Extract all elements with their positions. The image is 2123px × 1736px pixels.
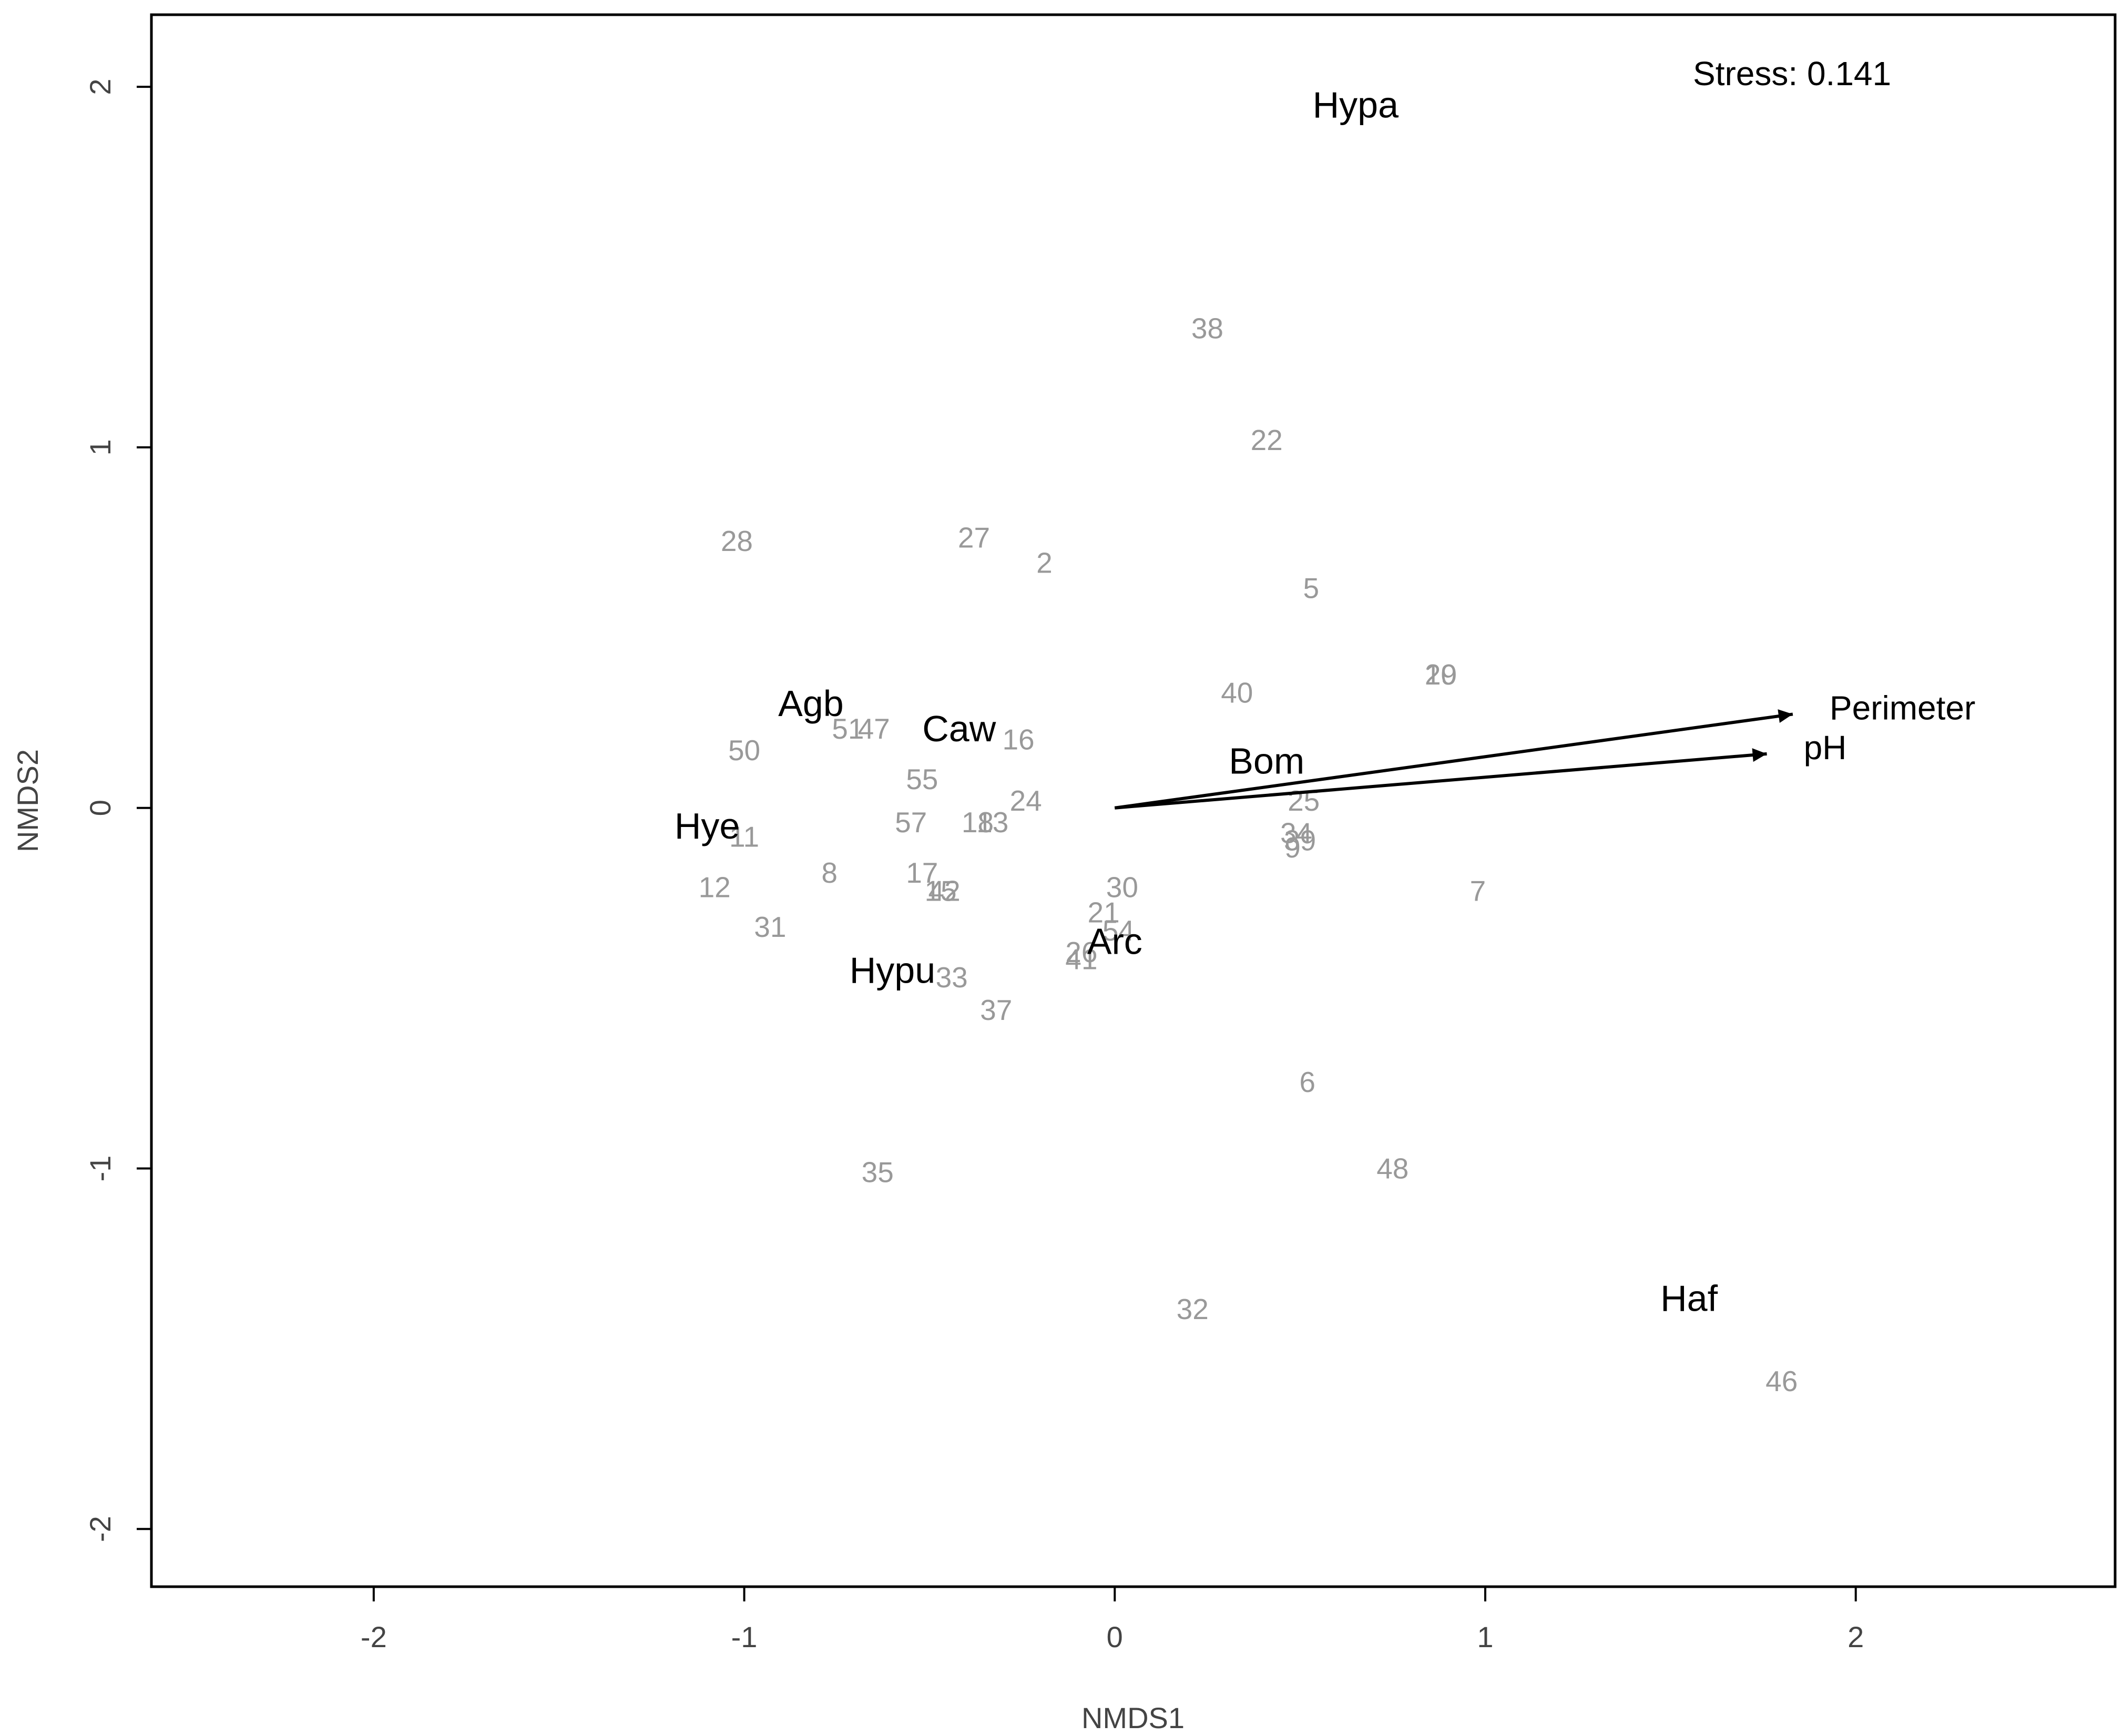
species-label: Agb (778, 683, 844, 724)
x-tick-label: 2 (1848, 1620, 1864, 1653)
site-label: 33 (936, 961, 968, 994)
site-label: 6 (1299, 1066, 1315, 1098)
site-label: 17 (906, 856, 938, 889)
x-tick-label: 1 (1477, 1620, 1493, 1653)
y-tick-label: -1 (84, 1156, 117, 1182)
site-label: 27 (958, 521, 990, 554)
x-tick-label: -2 (361, 1620, 387, 1653)
site-label: 55 (906, 763, 938, 795)
site-label: 57 (895, 806, 927, 839)
vector-arrowhead (1778, 709, 1793, 723)
x-axis-label: NMDS1 (1081, 1701, 1185, 1733)
site-label: 50 (728, 734, 760, 767)
site-label: 13 (976, 806, 1008, 839)
site-label: 35 (862, 1156, 894, 1188)
x-axis-ticks: -2 -1 0 1 2 (361, 1587, 1864, 1653)
stress-annotation: Stress: 0.141 (1693, 55, 1891, 93)
species-label: Hypu (850, 949, 935, 990)
site-label: 5 (1303, 571, 1319, 604)
y-tick-label: -2 (84, 1516, 117, 1542)
site-label: 41 (1065, 943, 1097, 976)
site-label: 25 (1288, 784, 1320, 817)
site-label: 46 (1765, 1365, 1798, 1397)
species-label: Arc (1087, 921, 1142, 962)
species-label: Haf (1660, 1278, 1718, 1319)
site-label: 47 (858, 712, 890, 745)
site-label: 24 (1010, 784, 1042, 817)
vector-arrowhead (1752, 748, 1767, 762)
site-label: 40 (1221, 676, 1253, 709)
site-label: 38 (1191, 312, 1223, 345)
site-label: 42 (928, 874, 961, 907)
site-label: 7 (1470, 874, 1486, 907)
site-label: 15 (924, 874, 956, 907)
species-label: Hye (675, 805, 740, 846)
y-tick-label: 2 (84, 79, 117, 95)
vector-label: pH (1804, 729, 1847, 767)
species-label: Bom (1229, 741, 1304, 782)
site-label: 39 (1284, 824, 1316, 856)
y-axis-ticks: -2 -1 0 1 2 (84, 79, 151, 1542)
site-label: 48 (1376, 1152, 1408, 1184)
species-scores: Hypa Agb Caw Bom Hye Arc Hypu Haf (675, 84, 1718, 1319)
site-label: 2 (1036, 546, 1053, 579)
site-label: 18 (962, 806, 994, 839)
site-label: 54 (1103, 914, 1135, 947)
y-axis-label: NMDS2 (11, 749, 44, 852)
site-label: 26 (1065, 936, 1097, 968)
species-label: Caw (922, 708, 996, 749)
site-label: 31 (754, 911, 786, 943)
plot-frame (150, 13, 2117, 1588)
site-label: 51 (832, 712, 864, 745)
site-label: 28 (721, 525, 753, 557)
site-label: 11 (729, 821, 759, 853)
site-label: 12 (699, 871, 731, 904)
site-label: 22 (1251, 424, 1283, 456)
x-tick-label: 0 (1107, 1620, 1123, 1653)
site-label: 21 (1088, 896, 1120, 929)
site-label: 16 (1002, 723, 1034, 755)
vector-label: Perimeter (1830, 689, 1975, 727)
y-tick-label: 0 (84, 800, 117, 816)
vector-arrow (1115, 752, 1767, 810)
site-label: 8 (821, 856, 838, 889)
site-label: 30 (1106, 871, 1138, 904)
vector-arrow (1114, 712, 1793, 810)
species-label: Hypa (1313, 84, 1399, 125)
site-label: 34 (1280, 817, 1312, 850)
site-label: 37 (980, 994, 1012, 1026)
y-tick-label: 1 (84, 439, 117, 455)
x-tick-label: -1 (731, 1620, 758, 1653)
site-label: 32 (1177, 1293, 1209, 1325)
site-label: 19 (1425, 658, 1457, 691)
site-label: 9 (1284, 831, 1301, 864)
site-label: 20 (1425, 658, 1457, 691)
